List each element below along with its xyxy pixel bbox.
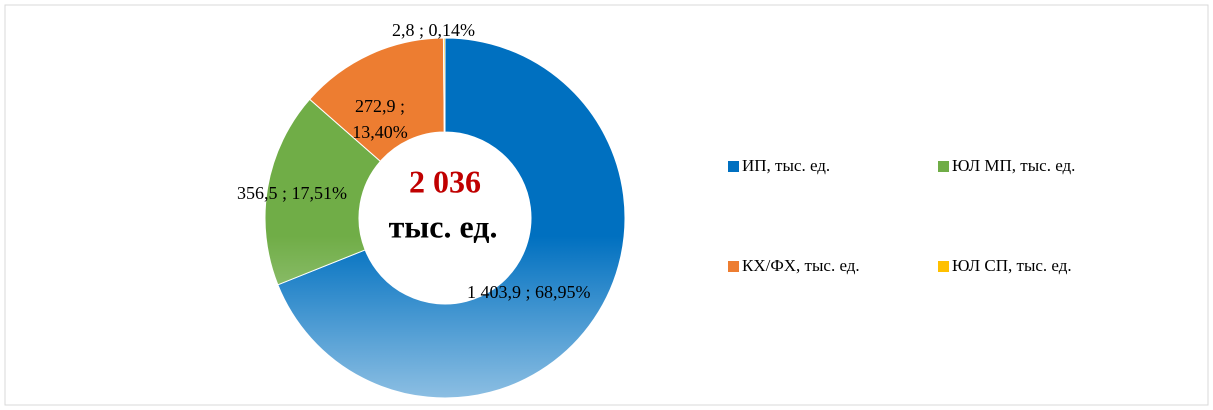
legend-label: ЮЛ СП, тыс. ед. [952,256,1072,275]
legend-item: ЮЛ МП, тыс. ед. [938,156,1075,176]
legend-item: ЮЛ СП, тыс. ед. [938,256,1072,276]
frame [4,4,1209,406]
data-label: 356,5 ; 17,51% [237,183,347,203]
legend-swatch [938,260,949,272]
data-label: 2,8 ; 0,14% [392,20,475,40]
legend-label: ЮЛ МП, тыс. ед. [952,156,1076,175]
legend-item: ИП, тыс. ед. [728,156,830,176]
slice [442,37,446,133]
legend-label: КХ/ФХ, тыс. ед. [742,256,860,275]
legend-swatch [938,160,949,172]
legend-swatch [728,260,739,272]
data-label: 1 403,9 ; 68,95% [467,282,591,302]
legend-item: КХ/ФХ, тыс. ед. [728,256,860,276]
legend-swatch [728,160,739,172]
data-label: 272,9 ; 13,40% [352,96,408,142]
center-value: 2 036 [409,163,481,199]
center-unit: тыс. ед. [389,208,498,244]
legend-label: ИП, тыс. ед. [742,156,831,175]
